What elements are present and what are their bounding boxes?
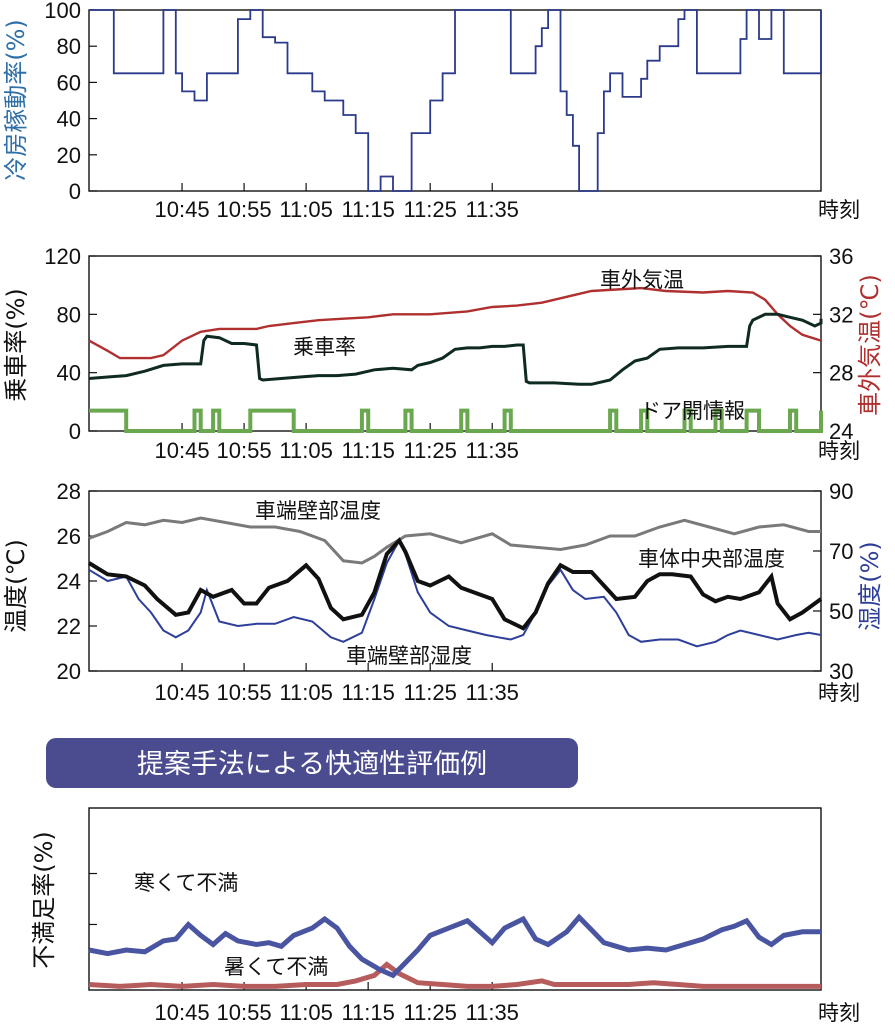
p4-time-label: 時刻 bbox=[818, 1001, 860, 1025]
y2-tick-label: 30 bbox=[829, 659, 853, 684]
temperature-ylabel: 温度(℃) bbox=[2, 539, 30, 633]
y2-tick-label: 50 bbox=[829, 599, 853, 624]
cold-dissatisfaction-line bbox=[88, 913, 821, 979]
y-tick-label: 0 bbox=[69, 419, 81, 444]
y2-tick-label: 90 bbox=[829, 479, 853, 504]
cold-series-label: 寒くて不満 bbox=[134, 871, 238, 895]
y-tick-label: 20 bbox=[57, 659, 81, 684]
aircon-ylabel: 冷房稼動率(%) bbox=[2, 19, 30, 181]
ridership-series-label: 乗車率 bbox=[293, 335, 356, 359]
x-tick-label: 11:35 bbox=[466, 438, 519, 463]
panel-ridership: 0 40 80 120 24 28 32 36 10:45 10:55 11:05 11:15 11… bbox=[2, 244, 884, 463]
y-tick-label: 100 bbox=[44, 0, 81, 23]
y-tick-label: 40 bbox=[57, 107, 81, 132]
center-temp-series-label: 車体中央部温度 bbox=[638, 547, 785, 571]
outside-temp-line bbox=[88, 286, 822, 360]
banner-background bbox=[46, 738, 578, 788]
x-tick-label: 10:55 bbox=[217, 680, 272, 705]
x-tick-label: 10:45 bbox=[155, 197, 210, 222]
center-temp-line bbox=[87, 537, 823, 631]
x-tick-label: 10:55 bbox=[217, 1000, 272, 1025]
hot-series-label: 暑くて不満 bbox=[224, 955, 328, 979]
outside-temp-ylabel: 車外気温(℃) bbox=[856, 274, 884, 416]
y-tick-label: 22 bbox=[57, 614, 81, 639]
y-tick-label: 60 bbox=[57, 70, 81, 95]
p3-time-label: 時刻 bbox=[818, 681, 860, 705]
y2-tick-label: 28 bbox=[829, 361, 853, 386]
x-tick-label: 10:45 bbox=[155, 1000, 210, 1025]
y-tick-label: 80 bbox=[57, 302, 81, 327]
x-tick-label: 11:25 bbox=[403, 680, 456, 705]
panel-dissatisfaction: 10:45 10:55 11:05 11:15 11:25 11:35 寒くて不満 暑くて… bbox=[30, 807, 860, 1025]
aircon-rate-line bbox=[89, 9, 822, 192]
banner: 提案手法による快適性評価例 bbox=[46, 738, 578, 788]
x-tick-label: 11:05 bbox=[279, 197, 332, 222]
dissatisfaction-ylabel: 不満足率(%) bbox=[30, 831, 58, 969]
y-tick-label: 24 bbox=[57, 569, 81, 594]
end-wall-temp-series-label: 車端壁部温度 bbox=[255, 499, 381, 523]
x-tick-label: 11:15 bbox=[341, 438, 394, 463]
hot-dissatisfaction-line bbox=[88, 961, 821, 989]
x-tick-label: 10:55 bbox=[217, 197, 272, 222]
humidity-ylabel: 湿度(%) bbox=[856, 541, 884, 631]
outside-temp-series-label: 車外気温 bbox=[600, 268, 684, 292]
x-tick-label: 11:35 bbox=[466, 197, 519, 222]
banner-text: 提案手法による快適性評価例 bbox=[137, 749, 487, 780]
y-tick-label: 28 bbox=[57, 479, 81, 504]
end-wall-humidity-line bbox=[88, 538, 822, 648]
x-tick-label: 11:15 bbox=[341, 197, 394, 222]
door-open-line bbox=[89, 408, 823, 433]
x-tick-label: 11:15 bbox=[341, 1000, 394, 1025]
panel-dissatisfaction-frame bbox=[88, 807, 822, 991]
y2-tick-label: 70 bbox=[829, 539, 853, 564]
x-tick-label: 10:45 bbox=[155, 438, 210, 463]
end-wall-humidity-series-label: 車端壁部湿度 bbox=[346, 644, 472, 668]
x-tick-label: 11:05 bbox=[279, 438, 332, 463]
y2-tick-label: 36 bbox=[829, 244, 853, 269]
panel-aircon: 0 20 40 60 80 100 10:45 10:55 11:05 11:15 11:25 11… bbox=[2, 0, 860, 222]
x-tick-label: 11:35 bbox=[466, 680, 519, 705]
x-tick-label: 11:15 bbox=[341, 680, 394, 705]
x-tick-label: 11:05 bbox=[279, 1000, 332, 1025]
x-tick-label: 11:25 bbox=[403, 438, 456, 463]
y2-tick-label: 32 bbox=[829, 302, 853, 327]
y-tick-label: 80 bbox=[57, 34, 81, 59]
p1-time-label: 時刻 bbox=[818, 198, 860, 222]
x-tick-label: 10:55 bbox=[217, 438, 272, 463]
x-tick-label: 11:35 bbox=[466, 1000, 519, 1025]
x-tick-label: 11:25 bbox=[403, 1000, 456, 1025]
y-tick-label: 26 bbox=[57, 524, 81, 549]
ridership-ylabel: 乗車率(%) bbox=[2, 288, 30, 402]
y-tick-label: 40 bbox=[57, 361, 81, 386]
y2-tick-label: 24 bbox=[829, 419, 853, 444]
end-wall-temp-line bbox=[88, 516, 821, 565]
x-tick-label: 10:45 bbox=[155, 680, 210, 705]
door-series-label: ドア開情報 bbox=[640, 399, 745, 423]
panel-temperature: 20 22 24 26 28 30 50 70 90 10:45 10:55 11:05 11:15… bbox=[2, 479, 884, 705]
y-tick-label: 20 bbox=[57, 143, 81, 168]
y-tick-label: 0 bbox=[69, 179, 81, 204]
p2-time-label: 時刻 bbox=[818, 439, 860, 463]
y-tick-label: 120 bbox=[44, 244, 81, 269]
ridership-line bbox=[88, 312, 823, 386]
x-tick-label: 11:25 bbox=[403, 197, 456, 222]
x-tick-label: 11:05 bbox=[279, 680, 332, 705]
